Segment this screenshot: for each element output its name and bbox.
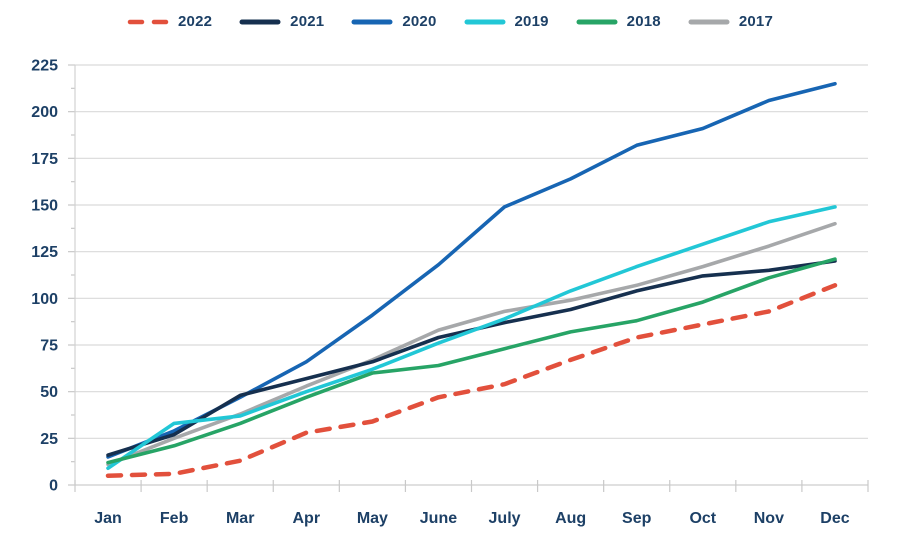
series-line-2017 xyxy=(106,221,837,467)
x-tick-label-nov: Nov xyxy=(754,510,784,527)
x-tick-label-dec: Dec xyxy=(820,510,849,527)
x-tick-label-jan: Jan xyxy=(94,510,122,527)
y-tick-label: 125 xyxy=(31,244,58,261)
y-axis-labels: 0 25 50 75 100 125 150 175 200 225 xyxy=(31,58,58,495)
x-tick-label-aug: Aug xyxy=(555,510,586,527)
x-tick-label-oct: Oct xyxy=(689,510,716,527)
x-tick-label-june: June xyxy=(420,510,457,527)
x-tick-label-mar: Mar xyxy=(226,510,254,527)
y-tick-label: 25 xyxy=(40,431,58,448)
y-tick-label: 200 xyxy=(31,104,58,121)
axes xyxy=(74,65,869,492)
x-tick-label-sep: Sep xyxy=(622,510,652,527)
x-tick-label-feb: Feb xyxy=(160,510,189,527)
y-tick-label: 175 xyxy=(31,151,58,168)
x-tick-label-may: May xyxy=(357,510,388,527)
y-tick-label: 75 xyxy=(40,338,58,355)
series-line-2020 xyxy=(106,81,837,459)
y-tick-label: 150 xyxy=(31,198,58,215)
y-tick-label: 225 xyxy=(31,58,58,75)
y-tick-label: 50 xyxy=(40,384,58,401)
x-tick-label-apr: Apr xyxy=(293,510,321,527)
y-tick-label: 0 xyxy=(49,478,58,495)
series-line-2019 xyxy=(106,205,837,471)
x-axis-labels: Jan Feb Mar Apr May June July Aug Sep Oct Nov Dec xyxy=(94,510,849,527)
series-line-2018 xyxy=(106,257,837,465)
x-tick-label-july: July xyxy=(489,510,521,527)
y-tick-label: 100 xyxy=(31,291,58,308)
series-line-2022 xyxy=(105,283,838,478)
